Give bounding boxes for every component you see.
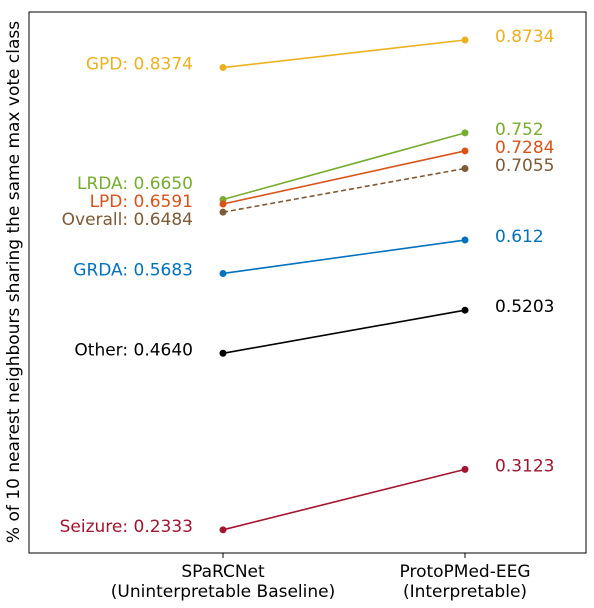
value-label: 0.7055 bbox=[495, 156, 554, 176]
value-label: 0.752 bbox=[495, 120, 544, 140]
series-line bbox=[222, 468, 466, 531]
plot-frame bbox=[28, 11, 587, 554]
series-line bbox=[222, 39, 466, 69]
value-label: 0.7284 bbox=[495, 138, 554, 158]
value-label: GRDA: 0.5683 bbox=[73, 260, 193, 280]
series-line bbox=[222, 309, 466, 355]
point bbox=[219, 200, 227, 208]
point bbox=[461, 147, 469, 155]
value-label: 0.5203 bbox=[495, 297, 554, 317]
value-label: 0.8734 bbox=[495, 27, 554, 47]
series-line bbox=[222, 150, 466, 205]
value-label: 0.3123 bbox=[495, 456, 554, 476]
point bbox=[219, 349, 227, 357]
point bbox=[461, 465, 469, 473]
value-label: Overall: 0.6484 bbox=[62, 210, 193, 230]
value-label: Seizure: 0.2333 bbox=[60, 517, 193, 537]
point bbox=[461, 129, 469, 137]
value-label: GPD: 0.8374 bbox=[86, 55, 193, 75]
point bbox=[219, 269, 227, 277]
series-line bbox=[222, 239, 466, 275]
series-line bbox=[222, 132, 466, 201]
value-label: 0.612 bbox=[495, 227, 544, 247]
point bbox=[461, 36, 469, 44]
value-label: Other: 0.4640 bbox=[74, 340, 193, 360]
x-tick-label: SPaRCNet (Uninterpretable Baseline) bbox=[111, 562, 336, 602]
point bbox=[461, 306, 469, 314]
point bbox=[219, 526, 227, 534]
x-tick-label: ProtoPMed-EEG (Interpretable) bbox=[400, 562, 531, 602]
value-label: LPD: 0.6591 bbox=[90, 192, 193, 212]
series-line bbox=[222, 167, 466, 213]
y-axis-label: % of 10 nearest neighbours sharing the s… bbox=[4, 21, 24, 543]
point bbox=[461, 236, 469, 244]
point bbox=[219, 64, 227, 72]
point bbox=[461, 164, 469, 172]
value-label: LRDA: 0.6650 bbox=[77, 174, 193, 194]
point bbox=[219, 208, 227, 216]
